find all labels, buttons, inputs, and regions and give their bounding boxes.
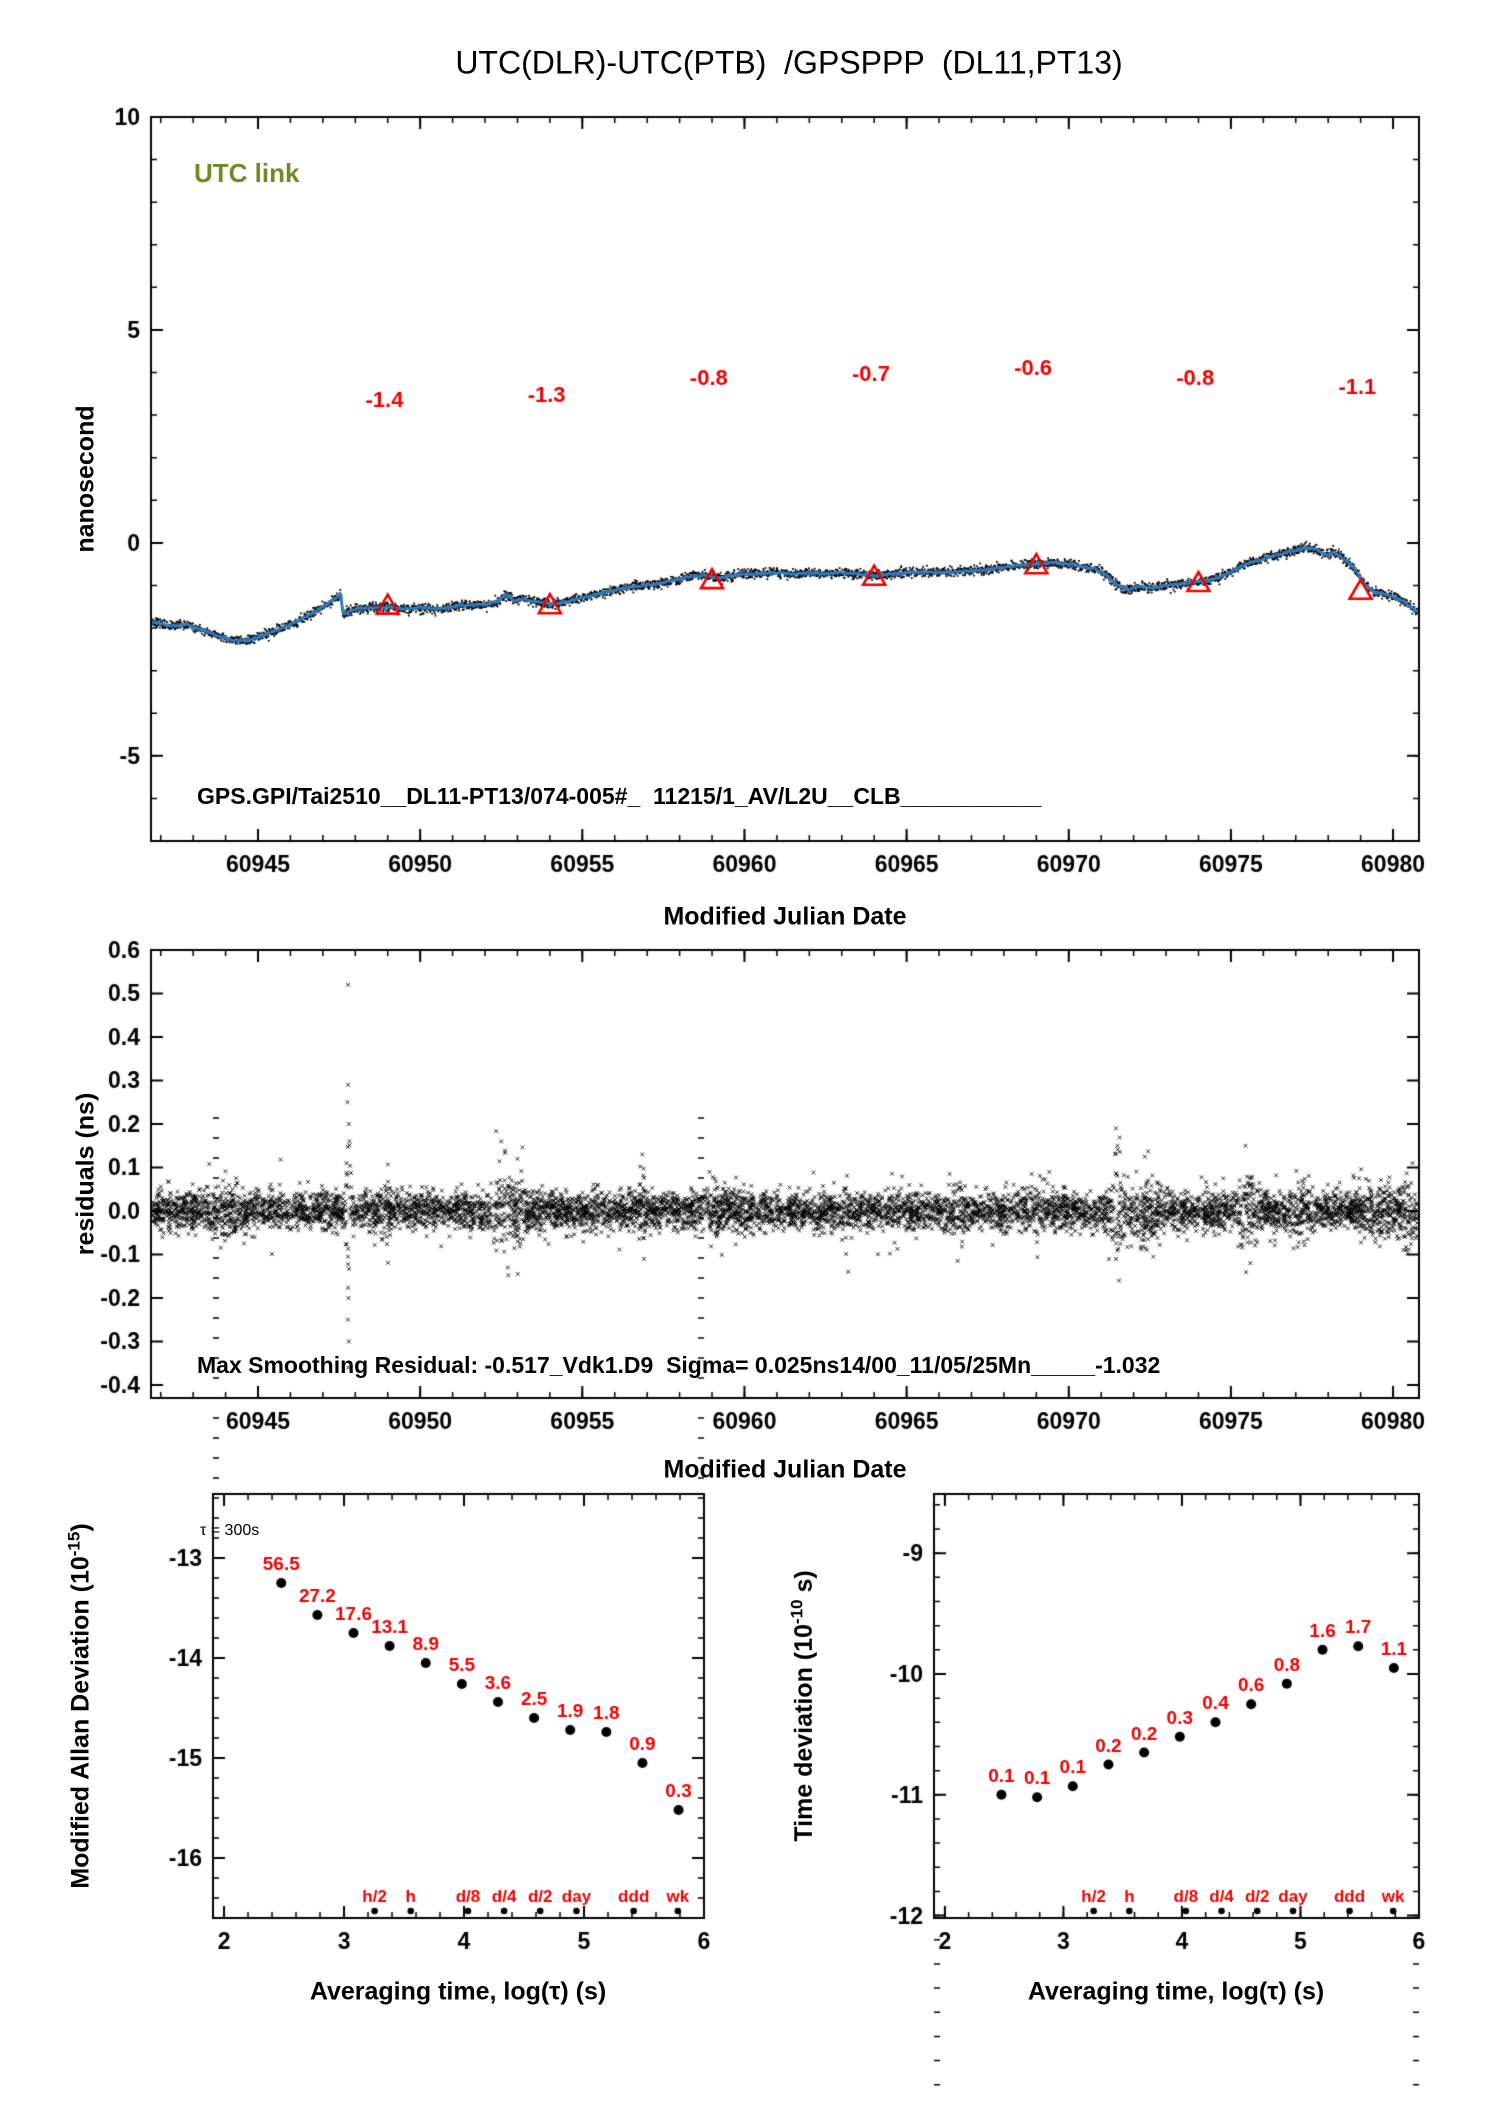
mdev-label-sup: -15: [64, 1531, 84, 1557]
x-axis-label-bottom-left: Averaging time, log(τ) (s): [309, 1977, 607, 2006]
gps-annotation: GPS.GPI/Tai2510__DL11-PT13/074-005#_ 112…: [197, 783, 1042, 809]
y-axis-label-nanosecond-text: nanosecond: [71, 405, 100, 553]
page-title: UTC(DLR)-UTC(PTB) /GPSPPP (DL11,PT13): [455, 44, 1123, 81]
y-axis-label-residuals-text: residuals (ns): [71, 1092, 100, 1256]
utc-link-label: UTC link: [194, 158, 300, 188]
tdev-label-post: s): [789, 1570, 818, 1600]
tdev-label-sup: -10: [787, 1599, 807, 1625]
y-axis-label-tdev: Time deviation (10-10 s): [787, 1570, 818, 1841]
y-axis-label-nanosecond: nanosecond: [72, 405, 101, 552]
mdev-label-pre: Modified Allan Deviation (10: [66, 1556, 95, 1889]
x-axis-label-bottom-right: Averaging time, log(τ) (s): [1027, 1977, 1325, 2006]
y-axis-label-residuals: residuals (ns): [72, 1093, 101, 1256]
tau-note: τ = 300s: [200, 1522, 260, 1539]
y-axis-label-mdev: Modified Allan Deviation (10-15): [64, 1523, 95, 1888]
x-axis-label-middle: Modified Julian Date: [663, 1455, 907, 1484]
max-smoothing-annotation: Max Smoothing Residual: -0.517_Vdk1.D9 S…: [197, 1352, 1161, 1378]
mdev-label-post: ): [66, 1523, 95, 1532]
tdev-label-pre: Time deviation (10: [789, 1624, 818, 1842]
x-axis-label-top: Modified Julian Date: [663, 902, 907, 931]
